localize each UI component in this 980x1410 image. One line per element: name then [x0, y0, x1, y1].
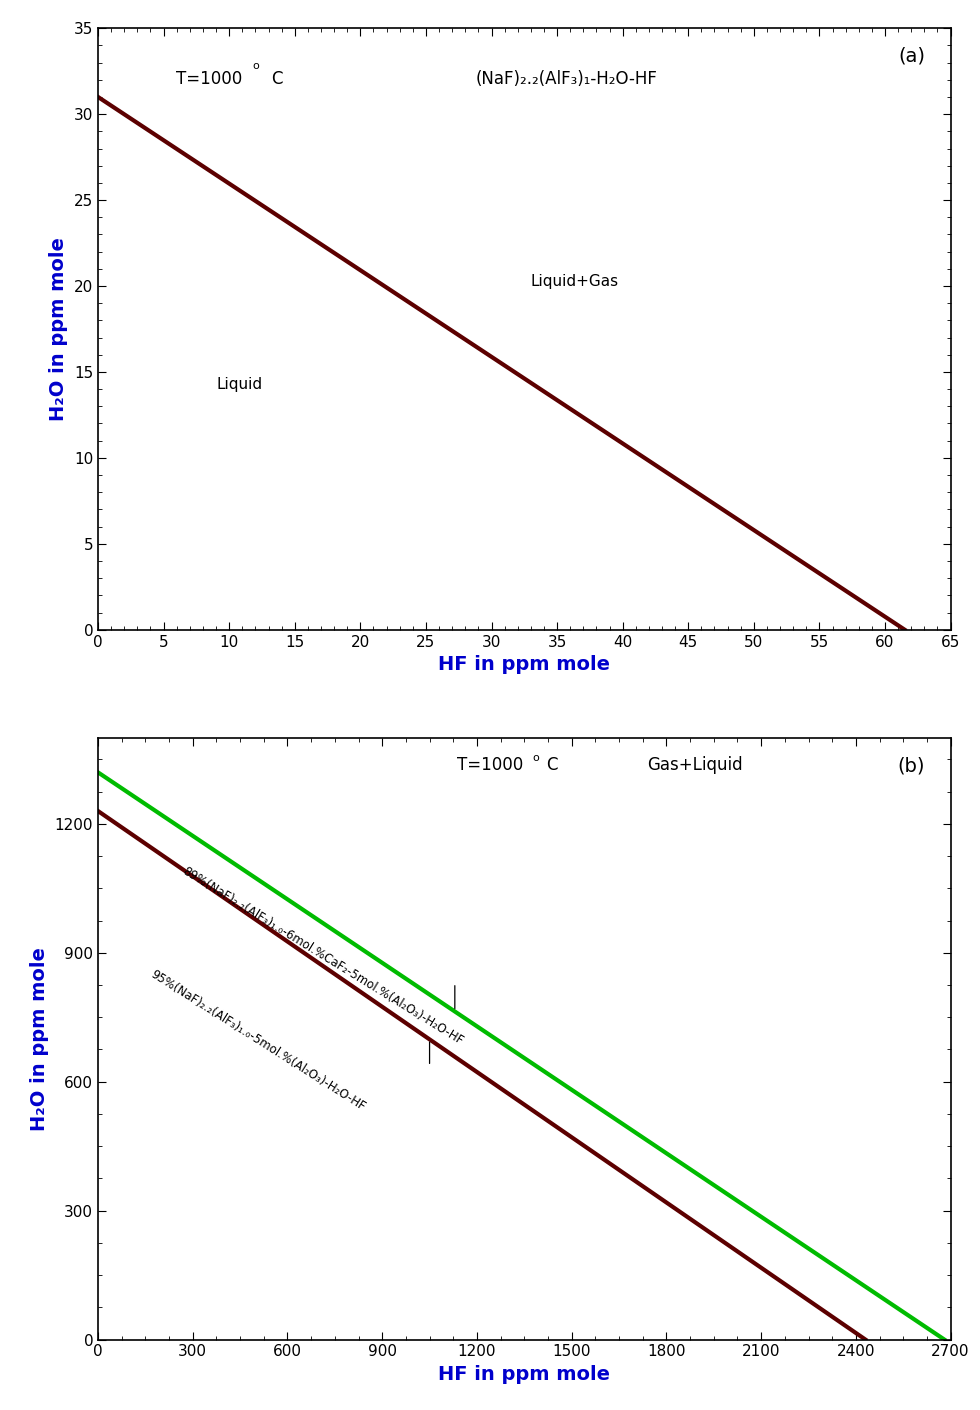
Text: T=1000: T=1000 [457, 756, 523, 774]
Text: T=1000: T=1000 [175, 70, 242, 89]
Text: o: o [532, 753, 539, 763]
Text: (a): (a) [898, 47, 925, 65]
Text: (b): (b) [898, 756, 925, 776]
Text: C: C [546, 756, 558, 774]
Text: C: C [271, 70, 283, 89]
Text: o: o [253, 61, 259, 72]
Text: Gas+Liquid: Gas+Liquid [647, 756, 743, 774]
X-axis label: HF in ppm mole: HF in ppm mole [438, 1365, 611, 1385]
Text: Liquid+Gas: Liquid+Gas [531, 274, 619, 289]
Text: (NaF)₂.₂(AlF₃)₁-H₂O-HF: (NaF)₂.₂(AlF₃)₁-H₂O-HF [476, 70, 658, 89]
Text: 89%(NaF)₂.₂(AlF₃)₁.₀-6mol.%CaF₂-5mol.%(Al₂O₃)-H₂O-HF: 89%(NaF)₂.₂(AlF₃)₁.₀-6mol.%CaF₂-5mol.%(A… [180, 864, 466, 1048]
Text: 95%(NaF)₂.₂(AlF₃)₁.₀-5mol.%(Al₂O₃)-H₂O-HF: 95%(NaF)₂.₂(AlF₃)₁.₀-5mol.%(Al₂O₃)-H₂O-H… [149, 967, 368, 1114]
Text: Liquid: Liquid [216, 376, 263, 392]
X-axis label: HF in ppm mole: HF in ppm mole [438, 656, 611, 674]
Y-axis label: H₂O in ppm mole: H₂O in ppm mole [49, 237, 69, 422]
Y-axis label: H₂O in ppm mole: H₂O in ppm mole [30, 946, 49, 1131]
